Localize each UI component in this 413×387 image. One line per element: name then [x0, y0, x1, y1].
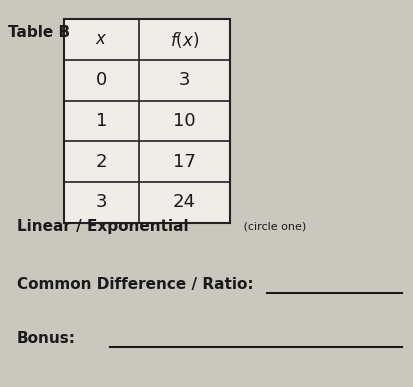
Bar [64, 19, 229, 223]
Text: 2: 2 [95, 152, 107, 171]
Text: 0: 0 [95, 71, 107, 89]
Text: (circle one): (circle one) [240, 221, 306, 231]
Text: 17: 17 [172, 152, 195, 171]
Text: 3: 3 [178, 71, 190, 89]
Text: Common Difference / Ratio:: Common Difference / Ratio: [17, 277, 253, 292]
Text: 10: 10 [173, 112, 195, 130]
Text: 24: 24 [172, 193, 195, 211]
Text: Bonus:: Bonus: [17, 331, 76, 346]
Text: $f(x)$: $f(x)$ [169, 30, 198, 50]
Text: 3: 3 [95, 193, 107, 211]
Text: Table B: Table B [8, 25, 70, 40]
Text: $x$: $x$ [95, 31, 107, 48]
Text: Linear / Exponential: Linear / Exponential [17, 219, 188, 234]
Text: 1: 1 [95, 112, 107, 130]
